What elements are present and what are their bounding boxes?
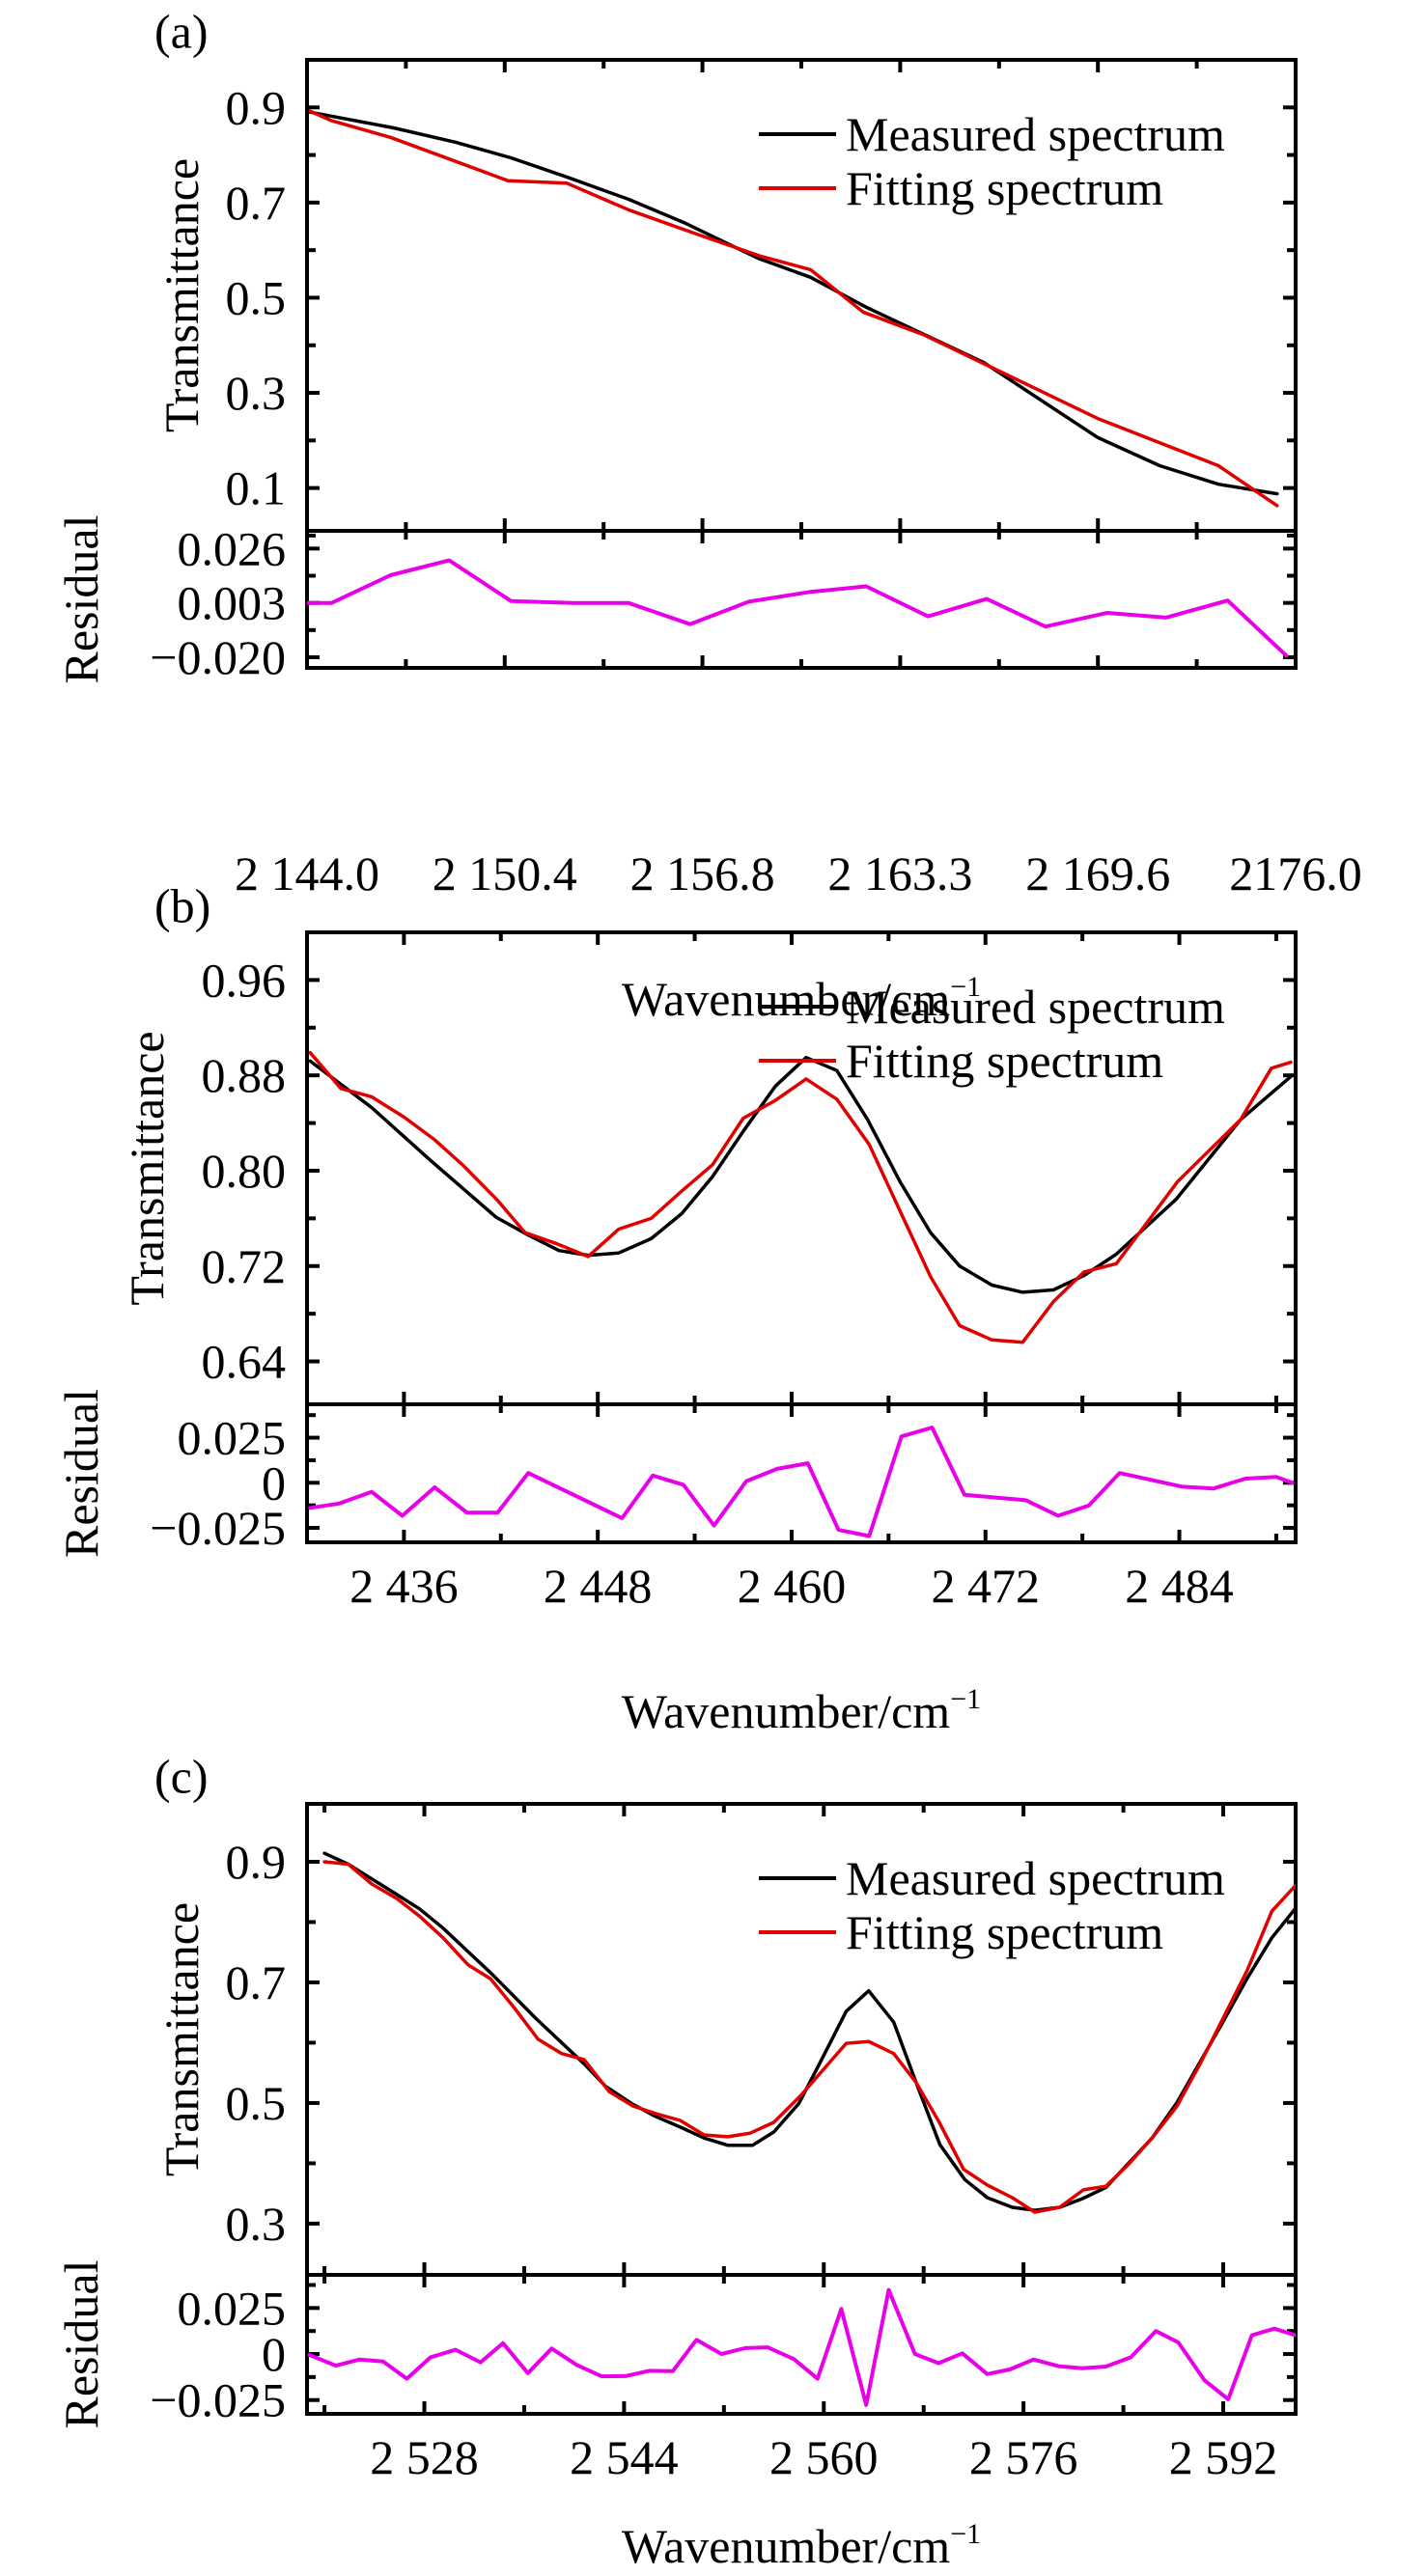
- x-tick-label: 2 592: [1169, 2430, 1278, 2484]
- y-tick-label: 0.80: [202, 1144, 287, 1198]
- y-tick-label: 0.1: [226, 461, 287, 515]
- residual-tick-label: −0.020: [150, 630, 286, 684]
- fitting-spectrum-line: [308, 1050, 1293, 1344]
- y-tick-label: 0.5: [226, 2076, 287, 2130]
- y-tick-label: 0.7: [226, 1955, 287, 2009]
- x-axis-title-text: Wavenumber/cm: [622, 972, 950, 1026]
- legend-fitting-label: Fitting spectrum: [846, 161, 1163, 215]
- residual-tick-label: 0.025: [178, 2281, 287, 2335]
- x-tick-label: 2 150.4: [433, 846, 577, 900]
- x-axis-title-superscript: −1: [950, 2518, 981, 2550]
- x-tick-label: 2 169.6: [1025, 846, 1170, 900]
- legend-measured-label: Measured spectrum: [846, 107, 1225, 161]
- residual-tick-label: −0.025: [150, 1501, 286, 1555]
- legend-measured-label: Measured spectrum: [846, 980, 1225, 1034]
- x-axis-title-text: Wavenumber/cm: [622, 1684, 950, 1738]
- x-tick-label: 2 448: [544, 1559, 653, 1613]
- x-axis-title: Wavenumber/cm−1: [622, 971, 981, 1026]
- y-tick-label: 0.88: [202, 1048, 287, 1102]
- x-axis-title-superscript: −1: [950, 1683, 981, 1715]
- residual-plot-frame: [305, 1402, 1298, 1544]
- residual-axis-title: Residual: [54, 2260, 108, 2429]
- x-axis-title-superscript: −1: [950, 971, 981, 1003]
- residual-tick-label: 0: [262, 2327, 286, 2381]
- x-tick-label: 2 460: [738, 1559, 847, 1613]
- panel-label: (c): [154, 1749, 209, 1803]
- y-tick-label: 0.96: [202, 953, 287, 1007]
- x-tick-label: 2 156.8: [630, 846, 775, 900]
- y-tick-label: 0.7: [226, 176, 287, 230]
- y-tick-label: 0.64: [202, 1335, 287, 1389]
- x-tick-label: 2 560: [769, 2430, 879, 2484]
- residual-tick-label: 0.003: [178, 576, 287, 630]
- residual-axis-title: Residual: [54, 515, 108, 684]
- y-axis-title: Transmittance: [154, 158, 209, 432]
- residual-tick-label: 0.025: [178, 1411, 287, 1465]
- x-tick-label: 2 436: [349, 1559, 459, 1613]
- x-tick-label: 2176.0: [1229, 846, 1362, 900]
- x-tick-label: 2 472: [931, 1559, 1040, 1613]
- residual-tick-label: 0.026: [178, 521, 287, 575]
- x-tick-label: 2 163.3: [827, 846, 972, 900]
- legend-fitting-label: Fitting spectrum: [846, 1034, 1163, 1088]
- legend-measured-label: Measured spectrum: [846, 1851, 1225, 1905]
- x-tick-label: 2 528: [370, 2430, 479, 2484]
- y-axis-title: Transmittance: [120, 1031, 174, 1305]
- x-tick-label: 2 544: [570, 2430, 679, 2484]
- legend-fitting-label: Fitting spectrum: [846, 1905, 1163, 1959]
- x-axis-title: Wavenumber/cm−1: [622, 1683, 981, 1738]
- panel-label: (a): [154, 4, 209, 58]
- x-tick-label: 2 144.0: [235, 846, 379, 900]
- fitting-spectrum-line: [308, 109, 1279, 508]
- residual-axis-title: Residual: [54, 1389, 108, 1558]
- residual-tick-label: 0: [262, 1455, 286, 1510]
- residual-line: [307, 558, 1289, 658]
- x-axis-title: Wavenumber/cm−1: [622, 2518, 981, 2573]
- residual-tick-label: −0.025: [150, 2373, 286, 2427]
- y-tick-label: 0.72: [202, 1239, 287, 1293]
- x-tick-label: 2 484: [1125, 1559, 1234, 1613]
- y-axis-title: Transmittance: [154, 1902, 209, 2176]
- y-tick-label: 0.9: [226, 80, 287, 134]
- x-axis-title-text: Wavenumber/cm: [622, 2519, 950, 2573]
- x-tick-label: 2 576: [969, 2430, 1078, 2484]
- residual-plot-frame: [305, 2273, 1298, 2416]
- y-tick-label: 0.3: [226, 366, 287, 420]
- panel-label: (b): [154, 878, 210, 932]
- y-tick-label: 0.3: [226, 2197, 287, 2251]
- residual-line: [307, 2287, 1296, 2407]
- y-tick-label: 0.5: [226, 270, 287, 324]
- y-tick-label: 0.9: [226, 1835, 287, 1889]
